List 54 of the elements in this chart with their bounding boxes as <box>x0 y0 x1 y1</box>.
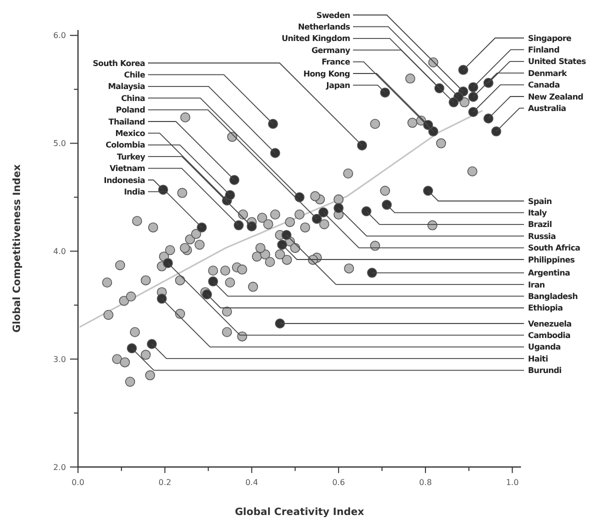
annotation: Mexico <box>115 129 146 138</box>
annotation: Canada <box>528 80 560 90</box>
annotation: Vietnam <box>110 164 145 174</box>
annotation: Thailand <box>108 117 146 126</box>
y-tick-label: 5.0 <box>53 139 66 148</box>
annotation: United Kingdom <box>282 34 350 44</box>
annotation: Argentina <box>528 268 570 278</box>
x-tick-label: 0.4 <box>245 478 258 487</box>
annotation: Chile <box>124 70 146 80</box>
annotation: South Korea <box>92 58 145 68</box>
annotation: Malaysia <box>108 82 145 92</box>
y-tick-label: 4.0 <box>53 247 66 256</box>
annotation: Brazil <box>528 220 552 230</box>
annotation: Sweden <box>316 10 351 20</box>
annotation: Spain <box>528 196 552 206</box>
x-tick-label: 0.2 <box>158 478 172 487</box>
annotation: Iran <box>528 280 546 290</box>
annotation: Poland <box>116 106 146 115</box>
annotation: Turkey <box>116 152 146 162</box>
annotation: Burundi <box>528 366 562 376</box>
annotation: United States <box>528 57 586 66</box>
annotation: South Africa <box>528 244 580 253</box>
x-tick-label: 1.0 <box>506 478 519 487</box>
annotation: Indonesia <box>104 176 145 185</box>
annotation: Hong Kong <box>303 69 351 78</box>
annotation: Singapore <box>528 34 572 43</box>
annotation: Germany <box>312 46 352 55</box>
y-tick-label: 6.0 <box>53 31 66 40</box>
annotation: Russia <box>528 232 556 241</box>
x-tick-label: 0.8 <box>419 478 432 487</box>
x-axis-title: Global Creativity Index <box>234 507 365 518</box>
annotation: Ethiopia <box>528 304 563 313</box>
y-tick-label: 2.0 <box>53 462 66 472</box>
annotation: Australia <box>528 104 566 113</box>
annotation: Japan <box>325 81 351 90</box>
annotation: Finland <box>528 46 560 54</box>
x-tick-label: 0.6 <box>332 478 345 487</box>
annotation: Philippines <box>528 255 576 264</box>
annotation: Denmark <box>528 68 568 78</box>
annotation: Venezuela <box>528 319 572 328</box>
annotation: Uganda <box>528 342 561 352</box>
annotation: India <box>124 188 145 196</box>
y-axis-title: Global Competitiveness Index <box>12 164 23 333</box>
annotation: China <box>121 94 145 103</box>
x-tick-label: 0.0 <box>72 478 84 487</box>
annotation: France <box>322 58 351 67</box>
annotation: New Zealand <box>528 92 584 102</box>
annotation: Colombia <box>106 140 145 150</box>
annotation: Italy <box>528 208 548 218</box>
annotation: Netherlands <box>298 22 351 32</box>
annotation: Bangladesh <box>528 292 578 301</box>
annotation: Haiti <box>528 354 548 364</box>
annotation: Cambodia <box>528 330 570 340</box>
y-tick-label: 3.0 <box>53 354 66 364</box>
